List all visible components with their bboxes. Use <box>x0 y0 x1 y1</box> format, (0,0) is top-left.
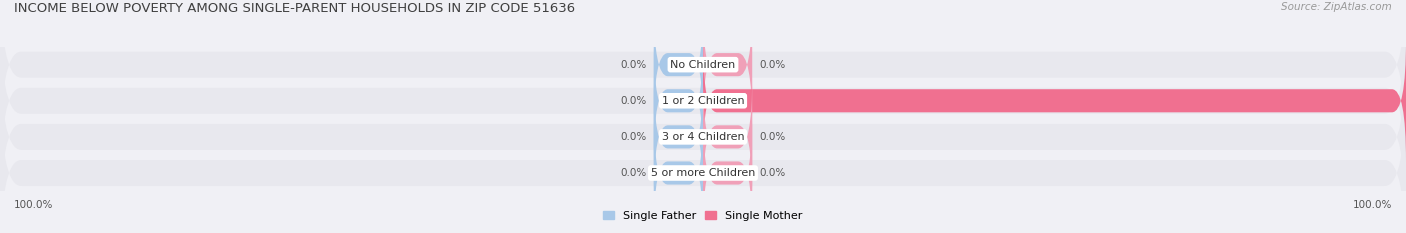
FancyBboxPatch shape <box>654 40 703 161</box>
Text: 3 or 4 Children: 3 or 4 Children <box>662 132 744 142</box>
Text: 5 or more Children: 5 or more Children <box>651 168 755 178</box>
FancyBboxPatch shape <box>703 76 752 198</box>
FancyBboxPatch shape <box>703 40 1406 161</box>
Text: 0.0%: 0.0% <box>620 96 647 106</box>
Text: 1 or 2 Children: 1 or 2 Children <box>662 96 744 106</box>
Text: 0.0%: 0.0% <box>620 168 647 178</box>
FancyBboxPatch shape <box>703 112 752 233</box>
FancyBboxPatch shape <box>654 4 703 125</box>
Text: 0.0%: 0.0% <box>759 132 786 142</box>
Legend: Single Father, Single Mother: Single Father, Single Mother <box>599 206 807 225</box>
FancyBboxPatch shape <box>0 0 1406 160</box>
FancyBboxPatch shape <box>0 78 1406 233</box>
FancyBboxPatch shape <box>654 76 703 198</box>
FancyBboxPatch shape <box>0 5 1406 196</box>
FancyBboxPatch shape <box>654 112 703 233</box>
FancyBboxPatch shape <box>703 4 752 125</box>
Text: Source: ZipAtlas.com: Source: ZipAtlas.com <box>1281 2 1392 12</box>
Text: 100.0%: 100.0% <box>14 200 53 210</box>
Text: No Children: No Children <box>671 60 735 70</box>
Text: 0.0%: 0.0% <box>620 60 647 70</box>
Text: 100.0%: 100.0% <box>1353 200 1392 210</box>
Text: 0.0%: 0.0% <box>759 168 786 178</box>
FancyBboxPatch shape <box>0 41 1406 232</box>
Text: INCOME BELOW POVERTY AMONG SINGLE-PARENT HOUSEHOLDS IN ZIP CODE 51636: INCOME BELOW POVERTY AMONG SINGLE-PARENT… <box>14 2 575 15</box>
Text: 0.0%: 0.0% <box>620 132 647 142</box>
Text: 0.0%: 0.0% <box>759 60 786 70</box>
